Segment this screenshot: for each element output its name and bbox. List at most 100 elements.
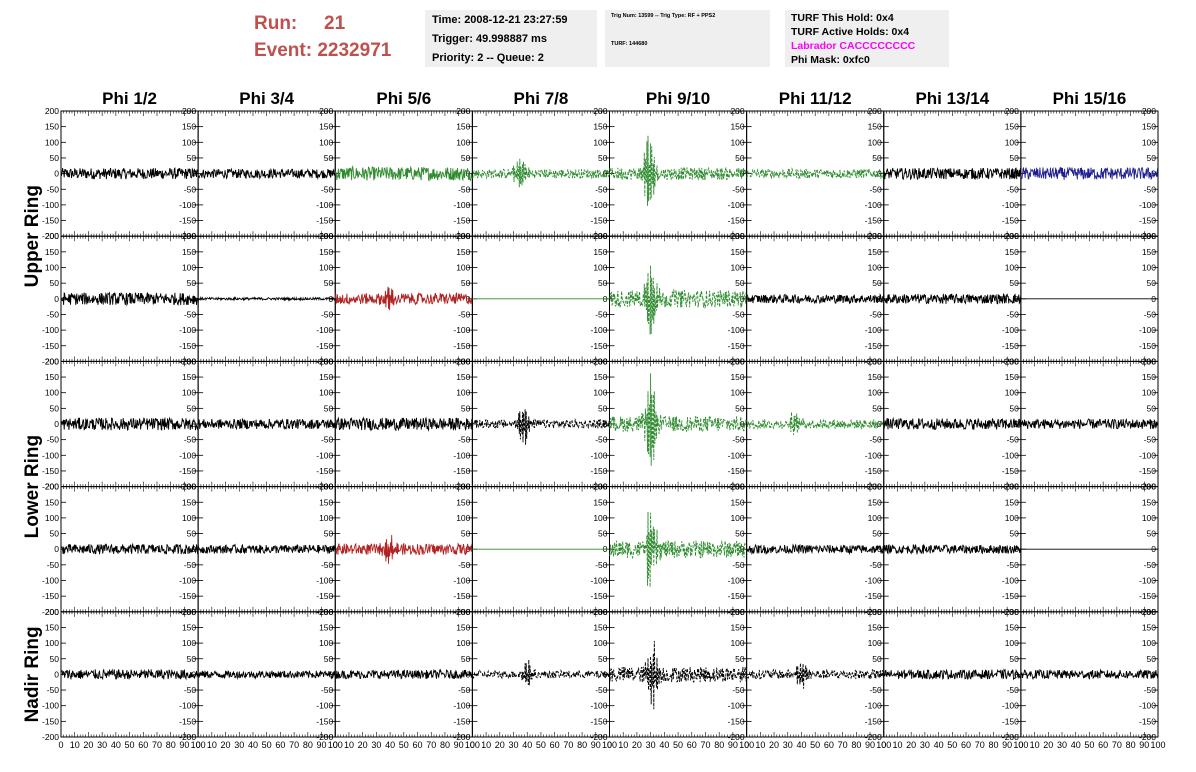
waveform-trace xyxy=(197,167,336,180)
x-tick-label: 40 xyxy=(385,740,395,750)
column-title: Phi 3/4 xyxy=(239,89,294,108)
y-tick-label: 50 xyxy=(324,403,334,413)
y-tick-label: 150 xyxy=(182,247,196,257)
column-title: Phi 15/16 xyxy=(1053,89,1127,108)
waveform-trace xyxy=(1020,166,1159,180)
y-tick-label: 100 xyxy=(319,263,333,273)
priority-text: Priority: 2 -- Queue: 2 xyxy=(432,52,544,64)
y-tick-label: 150 xyxy=(182,622,196,632)
x-tick-label: 10 xyxy=(344,740,354,750)
y-tick-label: 50 xyxy=(735,278,745,288)
y-tick-label: -150 xyxy=(1139,466,1156,476)
y-tick-label: -50 xyxy=(1144,184,1157,194)
y-tick-label: 50 xyxy=(50,153,60,163)
ring-label: Lower Ring xyxy=(22,435,43,538)
y-tick-label: 100 xyxy=(456,638,470,648)
y-tick-label: 0 xyxy=(877,669,882,679)
y-tick-label: 0 xyxy=(1014,544,1019,554)
x-tick-label: 100 xyxy=(602,740,617,750)
y-tick-label: 50 xyxy=(598,153,608,163)
y-tick-label: -100 xyxy=(590,576,607,586)
y-tick-label: 0 xyxy=(466,669,471,679)
y-tick-label: -100 xyxy=(728,450,745,460)
waveform-trace xyxy=(609,511,748,588)
y-tick-label: 150 xyxy=(45,622,59,632)
y-tick-label: -50 xyxy=(458,435,471,445)
y-tick-label: -50 xyxy=(458,560,471,570)
x-tick-label: 20 xyxy=(495,740,505,750)
y-tick-label: -150 xyxy=(728,216,745,226)
y-tick-label: 200 xyxy=(730,607,744,617)
y-tick-label: 50 xyxy=(735,529,745,539)
y-tick-label: -150 xyxy=(590,591,607,601)
y-tick-label: 200 xyxy=(45,231,59,241)
y-tick-label: 150 xyxy=(1005,497,1019,507)
run-value: 21 xyxy=(324,13,346,34)
y-tick-label: 0 xyxy=(191,669,196,679)
waveform-trace xyxy=(746,411,885,435)
x-tick-label: 20 xyxy=(358,740,368,750)
y-tick-label: 50 xyxy=(872,529,882,539)
x-tick-label: 90 xyxy=(728,740,738,750)
waveform-trace xyxy=(60,416,199,431)
y-tick-label: 200 xyxy=(319,231,333,241)
y-tick-label: 200 xyxy=(45,106,59,116)
y-tick-label: 200 xyxy=(182,356,196,366)
y-tick-label: 0 xyxy=(603,169,608,179)
trig-num-text: Trig Num: 13599 -- Trig Type: RF + PPS2 xyxy=(611,13,716,19)
y-tick-label: 150 xyxy=(1142,122,1156,132)
y-tick-label: 200 xyxy=(456,482,470,492)
column-title: Phi 13/14 xyxy=(915,89,989,108)
y-tick-label: 100 xyxy=(730,137,744,147)
waveform-trace xyxy=(883,166,1022,181)
x-tick-label: 0 xyxy=(470,740,475,750)
y-tick-label: 100 xyxy=(1005,513,1019,523)
x-tick-label: 70 xyxy=(152,740,162,750)
y-tick-label: -50 xyxy=(1144,435,1157,445)
x-tick-label: 50 xyxy=(125,740,135,750)
y-tick-label: 50 xyxy=(1009,278,1019,288)
y-tick-label: 200 xyxy=(456,231,470,241)
y-tick-label: 150 xyxy=(319,622,333,632)
y-tick-label: -150 xyxy=(453,216,470,226)
y-tick-label: 200 xyxy=(730,231,744,241)
x-tick-label: 0 xyxy=(58,740,63,750)
y-tick-label: -50 xyxy=(869,309,882,319)
y-tick-label: -50 xyxy=(595,685,608,695)
y-tick-label: 0 xyxy=(877,544,882,554)
y-tick-label: 50 xyxy=(872,403,882,413)
y-tick-label: 100 xyxy=(45,513,59,523)
y-tick-label: -150 xyxy=(865,216,882,226)
y-tick-label: -50 xyxy=(321,560,334,570)
y-tick-label: -100 xyxy=(453,701,470,711)
y-tick-label: 50 xyxy=(324,153,334,163)
y-tick-label: 100 xyxy=(730,513,744,523)
y-tick-label: -100 xyxy=(865,450,882,460)
y-tick-label: 200 xyxy=(45,482,59,492)
ring-label: Upper Ring xyxy=(22,185,43,287)
x-tick-label: 10 xyxy=(70,740,80,750)
y-tick-label: 100 xyxy=(319,513,333,523)
y-tick-label: 0 xyxy=(329,419,334,429)
y-tick-label: 150 xyxy=(730,622,744,632)
y-tick-label: 150 xyxy=(868,497,882,507)
y-tick-label: 50 xyxy=(50,529,60,539)
y-tick-label: 100 xyxy=(730,263,744,273)
y-tick-label: 200 xyxy=(868,106,882,116)
y-tick-label: 150 xyxy=(1005,372,1019,382)
y-tick-label: -50 xyxy=(321,685,334,695)
y-tick-label: 100 xyxy=(1005,388,1019,398)
y-tick-label: -150 xyxy=(42,716,59,726)
y-tick-label: 50 xyxy=(735,403,745,413)
y-tick-label: 100 xyxy=(593,638,607,648)
waveform-trace xyxy=(197,543,336,554)
y-tick-label: 50 xyxy=(1009,529,1019,539)
y-tick-label: -100 xyxy=(453,325,470,335)
labrador-text: Labrador CACCCCCCCC xyxy=(791,40,916,52)
waveform-trace xyxy=(197,295,336,302)
y-tick-label: 200 xyxy=(182,231,196,241)
waveform-trace xyxy=(471,659,610,686)
x-tick-label: 60 xyxy=(550,740,560,750)
y-tick-label: -50 xyxy=(595,184,608,194)
y-tick-label: -200 xyxy=(728,732,745,742)
